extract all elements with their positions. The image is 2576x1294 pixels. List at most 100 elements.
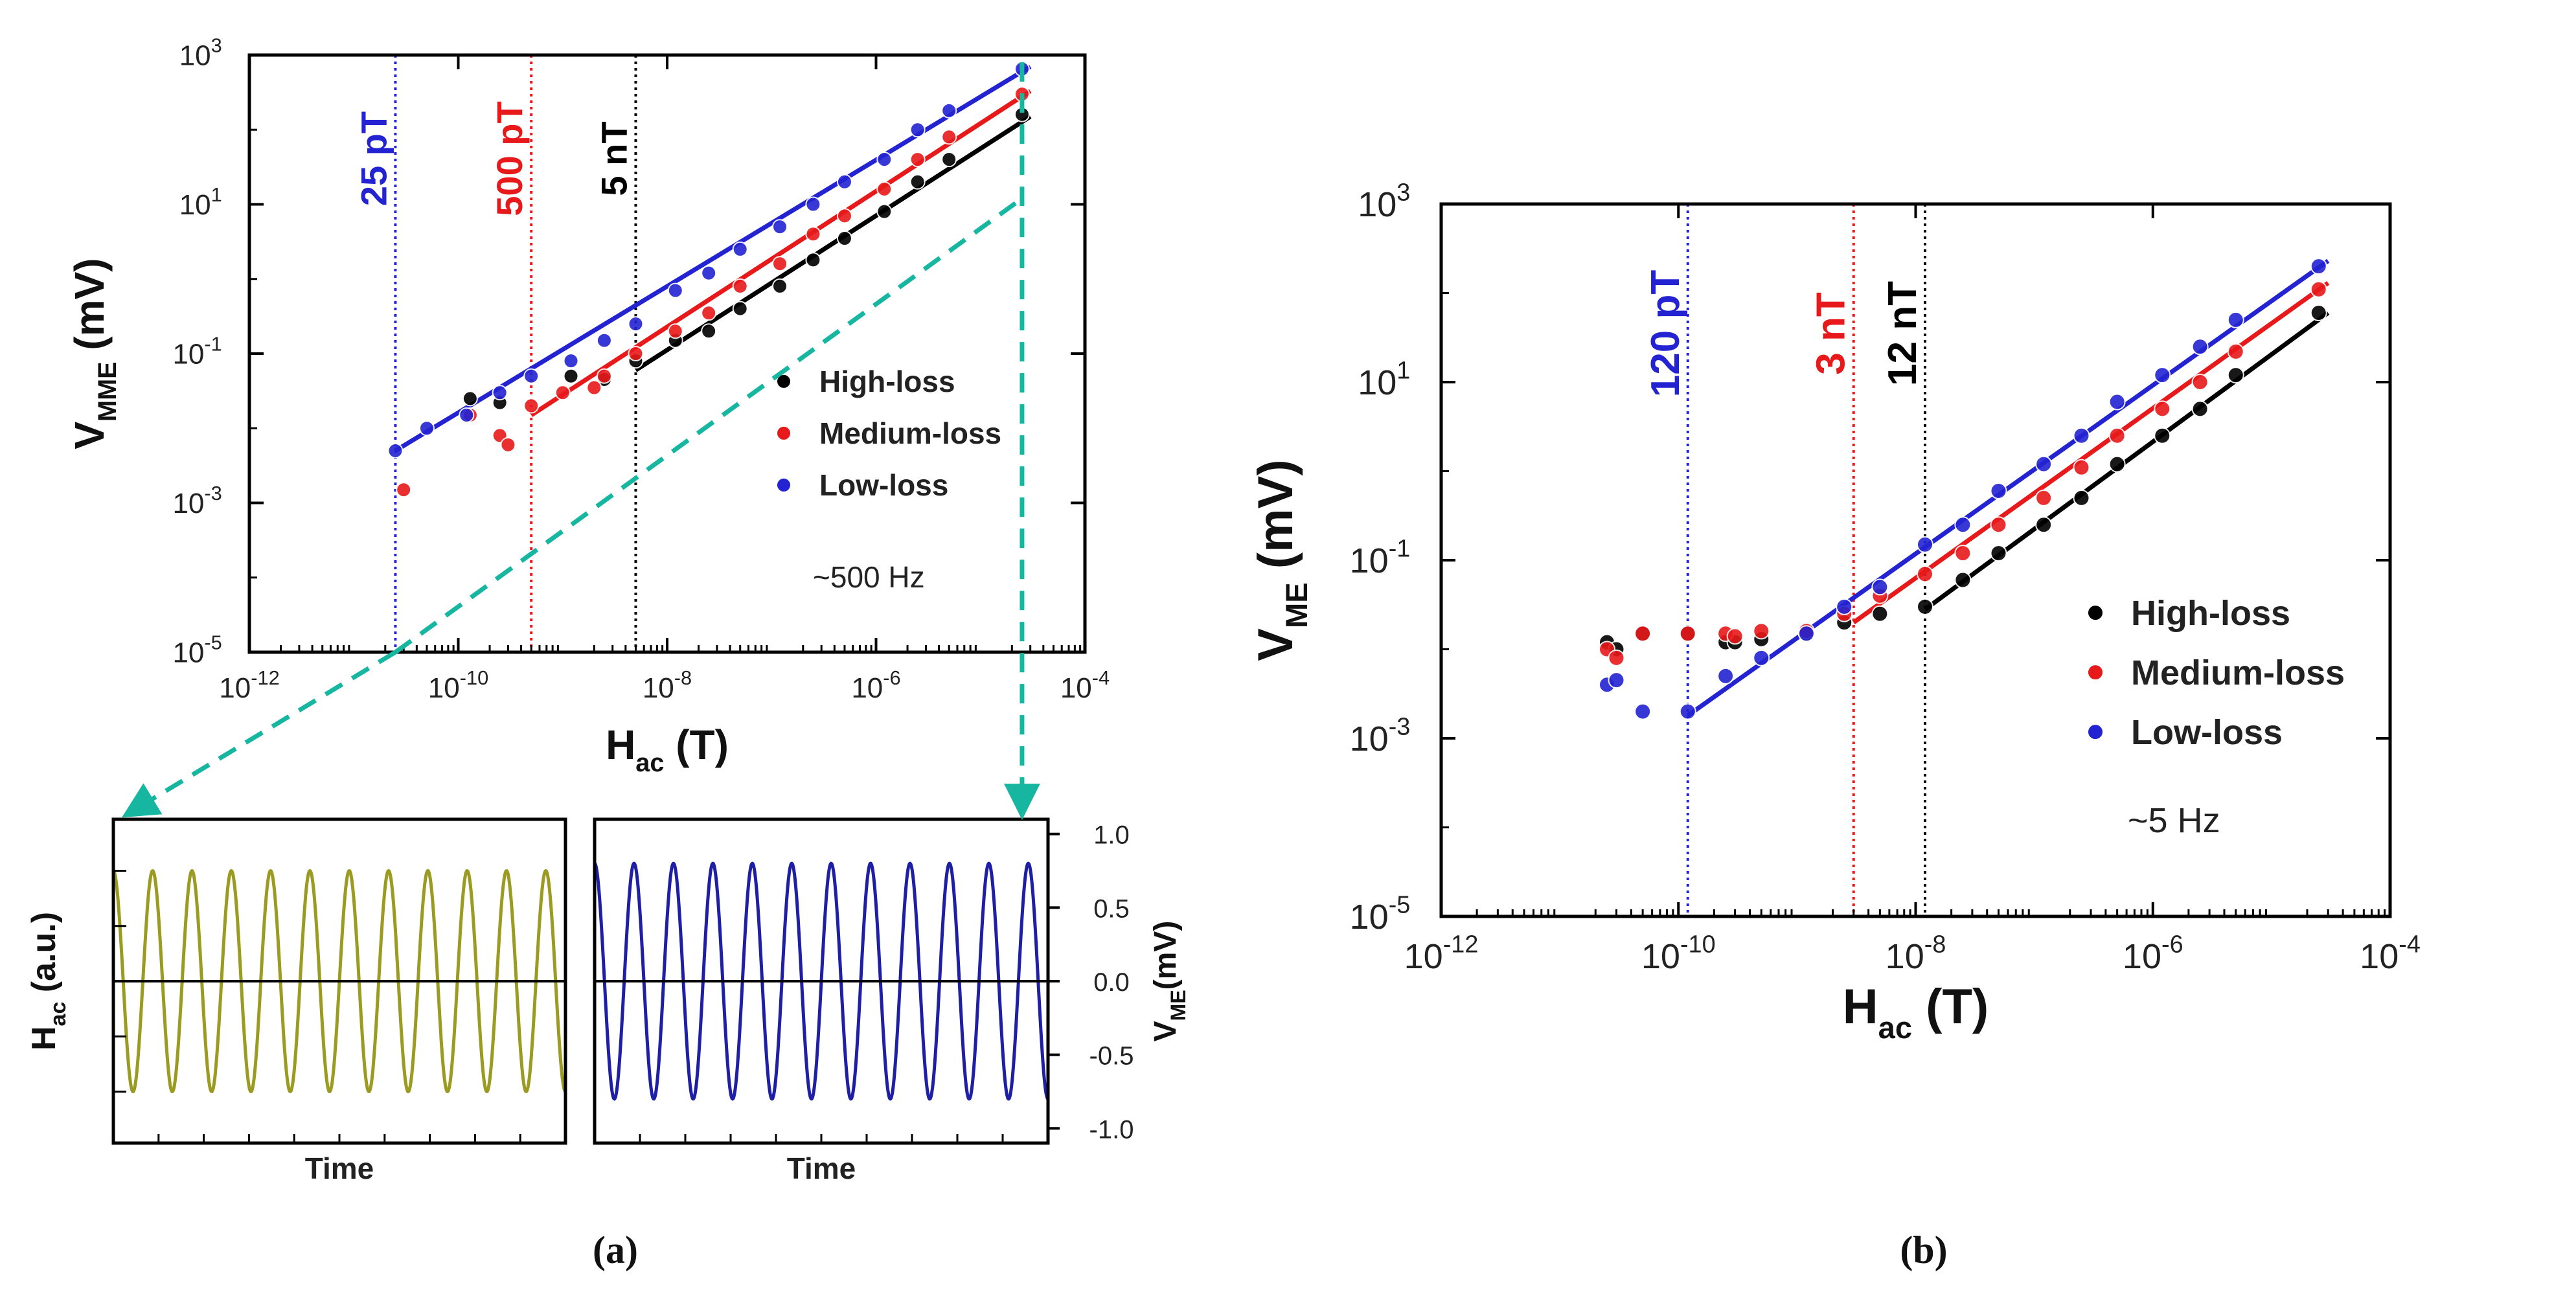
high-loss-point xyxy=(732,301,748,317)
low-loss-point xyxy=(2191,338,2209,356)
x-tick-exp: -6 xyxy=(883,666,900,689)
legend-marker xyxy=(776,425,792,441)
low-loss-point xyxy=(596,332,612,348)
x-tick-label: 10-10 xyxy=(428,666,488,704)
low-loss-point xyxy=(2227,311,2244,328)
high-loss-point xyxy=(941,152,957,168)
high-loss-point xyxy=(462,391,478,407)
frequency-annotation: ~500 Hz xyxy=(813,560,925,594)
low-loss-point xyxy=(909,122,926,138)
medium-loss-point xyxy=(1679,625,1696,642)
threshold-label: 5 nT xyxy=(593,121,634,196)
y-tick-exp: -3 xyxy=(1389,714,1411,741)
medium-loss-point xyxy=(628,346,644,361)
medium-loss-point xyxy=(2154,400,2171,418)
panel-caption: (b) xyxy=(1900,1229,1947,1271)
y-axis-title-main: V xyxy=(1148,1021,1183,1041)
legend-label: Low-loss xyxy=(819,468,948,502)
x-tick-base: 10 xyxy=(2123,937,2161,976)
y-tick-base: 10 xyxy=(1350,898,1389,936)
x-tick-base: 10 xyxy=(1404,937,1443,976)
high-loss-point xyxy=(2191,400,2209,418)
x-axis-title: Hac (T) xyxy=(606,721,729,777)
x-tick-base: 10 xyxy=(219,672,251,704)
y-tick-label: 101 xyxy=(1358,358,1410,402)
medium-loss-point xyxy=(1608,649,1625,666)
medium-loss-point xyxy=(1726,628,1744,645)
medium-loss-point xyxy=(2310,280,2327,298)
x-tick-base: 10 xyxy=(1886,937,1924,976)
medium-loss-point xyxy=(586,380,602,396)
low-loss-point xyxy=(772,219,788,235)
x-tick-label: 10-10 xyxy=(1641,931,1716,976)
low-loss-point xyxy=(1954,516,1972,534)
legend-label: Medium-loss xyxy=(2131,653,2345,692)
x-tick-base: 10 xyxy=(643,672,674,704)
high-loss-point xyxy=(805,252,821,268)
y-tick-label: 10-1 xyxy=(172,333,222,370)
y-axis-title-unit: (mV) xyxy=(1248,459,1303,582)
low-loss-point xyxy=(1797,625,1815,642)
x-tick-label: 10-6 xyxy=(2123,931,2183,976)
y-tick-base: 10 xyxy=(172,637,204,668)
x-tick-exp: -10 xyxy=(1680,931,1716,959)
panel-caption-text: (a) xyxy=(593,1229,638,1271)
y-axis-title: VMME (mV) xyxy=(66,258,122,449)
medium-loss-point xyxy=(909,152,926,168)
y-axis-title: VME(mV) xyxy=(1148,921,1190,1042)
threshold-label: 120 pT xyxy=(1643,270,1688,398)
high-loss-point xyxy=(2227,367,2244,384)
medium-loss-point xyxy=(396,482,412,498)
panel-a-inset-left: Time Hac (a.u.) xyxy=(25,817,567,1185)
threshold-label: 3 nT xyxy=(1809,292,1854,375)
high-loss-point xyxy=(701,323,717,339)
x-tick-exp: -4 xyxy=(2399,931,2421,959)
low-loss-point xyxy=(941,102,957,119)
y-tick-base: 10 xyxy=(1358,185,1396,224)
y-tick-label: 1.0 xyxy=(1093,821,1130,850)
low-loss-point xyxy=(732,241,748,257)
x-tick-base: 10 xyxy=(851,672,883,704)
medium-loss-point xyxy=(554,385,571,401)
y-axis-title-sub: MME xyxy=(93,361,122,422)
low-loss-point xyxy=(1917,536,1933,553)
medium-loss-point xyxy=(941,129,957,145)
y-tick-label: 103 xyxy=(179,34,222,72)
high-loss-point xyxy=(1954,571,1972,589)
x-tick-exp: -8 xyxy=(674,666,692,689)
low-loss-point xyxy=(667,282,683,299)
x-axis-title-sub: ac xyxy=(1878,1010,1912,1045)
low-loss-point xyxy=(2310,258,2327,275)
y-axis-title-unit: (a.u.) xyxy=(25,912,63,1002)
medium-loss-point xyxy=(1917,565,1933,583)
medium-loss-point xyxy=(2108,427,2126,444)
high-loss-point xyxy=(2073,489,2090,506)
low-loss-point xyxy=(1753,649,1770,666)
legend-marker xyxy=(776,373,792,389)
low-loss-point xyxy=(628,316,644,332)
high-loss-point xyxy=(2108,455,2126,473)
high-loss-point xyxy=(2154,427,2171,444)
high-loss-point xyxy=(563,368,579,384)
y-axis-title-unit: (mV) xyxy=(1148,921,1183,990)
low-loss-point xyxy=(1717,667,1735,685)
y-tick-base: 10 xyxy=(1350,541,1389,580)
low-loss-point xyxy=(459,407,475,423)
low-loss-point xyxy=(1608,672,1625,689)
x-tick-exp: -10 xyxy=(460,666,489,689)
low-loss-point xyxy=(2108,393,2126,411)
high-loss-point xyxy=(909,174,926,190)
y-tick-base: 10 xyxy=(172,488,204,519)
low-loss-point xyxy=(876,152,893,168)
x-tick-base: 10 xyxy=(1060,672,1092,704)
y-tick-base: 10 xyxy=(179,189,211,221)
high-loss-point xyxy=(772,278,788,294)
medium-loss-point xyxy=(805,226,821,242)
medium-loss-point xyxy=(2191,374,2209,391)
threshold-label: 500 pT xyxy=(489,101,530,216)
x-axis-title-main: H xyxy=(1843,979,1878,1034)
low-loss-point xyxy=(2154,367,2171,384)
x-axis-title: Time xyxy=(787,1152,856,1185)
y-tick-label: 101 xyxy=(179,183,222,221)
